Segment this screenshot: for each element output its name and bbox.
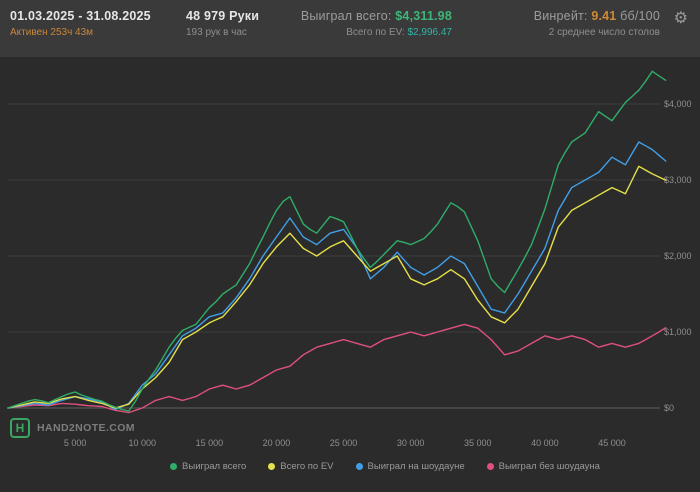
series-line [7,323,667,414]
winrate-group: Винрейт: 9.41 бб/100 2 среднее число сто… [534,9,660,38]
date-range-group: 01.03.2025 - 31.08.2025 Активен 253ч 43м [10,9,151,38]
stats-header: 01.03.2025 - 31.08.2025 Активен 253ч 43м… [0,0,700,57]
x-axis-label: 25 000 [330,438,358,448]
avg-tables: 2 среднее число столов [548,27,660,38]
hands-count: 48 979 Руки [186,9,260,23]
winnings-graph[interactable]: $0 $1,000 $2,000 $3,000 $4,000 5 000 10 000 15 … [0,57,700,455]
series-line [7,165,667,409]
x-axis-label: 40 000 [531,438,559,448]
x-axis-label: 10 000 [128,438,156,448]
won-total-label: Выиграл всего: [300,9,392,23]
y-axis-label: $0 [664,403,674,413]
date-range: 01.03.2025 - 31.08.2025 [10,9,151,23]
blue-dot-icon [355,463,363,470]
hands-per-hour: 193 рук в час [186,27,247,38]
legend-item-ev-total[interactable]: Всего по EV [268,461,334,472]
legend-label: Выиграл на шоудауне [367,461,465,472]
active-time: Активен 253ч 43м [10,27,94,38]
y-axis-label: $1,000 [664,327,692,337]
winrate-value: 9.41 [591,9,617,23]
pink-dot-icon [486,463,494,470]
legend-label: Выиграл без шоудауна [498,461,600,472]
winrate-label: Винрейт: [533,9,588,23]
hand2note-watermark-text: HAND2NOTE.COM [37,422,135,434]
y-axis-label: $4,000 [664,99,692,109]
legend-label: Выиграл всего [182,461,247,472]
y-axis-label: $2,000 [664,251,692,261]
won-total-group: Выиграл всего: $4,311.98 Всего по EV: $2… [301,9,452,38]
x-axis-label: 45 000 [598,438,626,448]
yellow-dot-icon [268,463,276,470]
x-axis-label: 15 000 [196,438,224,448]
legend-item-showdown[interactable]: Выиграл на шоудауне [355,461,465,472]
won-total-value: $4,311.98 [395,9,452,23]
hand2note-watermark: H HAND2NOTE.COM [10,418,135,438]
green-dot-icon [170,463,178,470]
winrate-unit: бб/100 [620,9,660,23]
series-line [7,141,667,411]
chart-area: $0 $1,000 $2,000 $3,000 $4,000 5 000 10 000 15 … [0,57,700,455]
y-axis-label: $3,000 [664,175,692,185]
x-axis-label: 35 000 [464,438,492,448]
hands-group: 48 979 Руки 193 рук в час [186,9,259,38]
legend-item-non-showdown[interactable]: Выиграл без шоудауна [486,461,600,472]
chart-legend: Выиграл всего Всего по EV Выиграл на шоу… [0,461,700,472]
ev-total-value: $2,996.47 [407,27,453,38]
legend-item-won-total[interactable]: Выиграл всего [170,461,246,472]
legend-label: Всего по EV [280,461,334,472]
x-axis-label: 20 000 [263,438,291,448]
settings-gear-icon[interactable]: ⚙ [673,10,688,27]
ev-total-label: Всего по EV: [346,27,405,38]
series-line [7,70,667,412]
x-axis-label: 30 000 [397,438,425,448]
hand2note-logo-icon: H [10,418,30,438]
x-axis-label: 5 000 [64,438,87,448]
